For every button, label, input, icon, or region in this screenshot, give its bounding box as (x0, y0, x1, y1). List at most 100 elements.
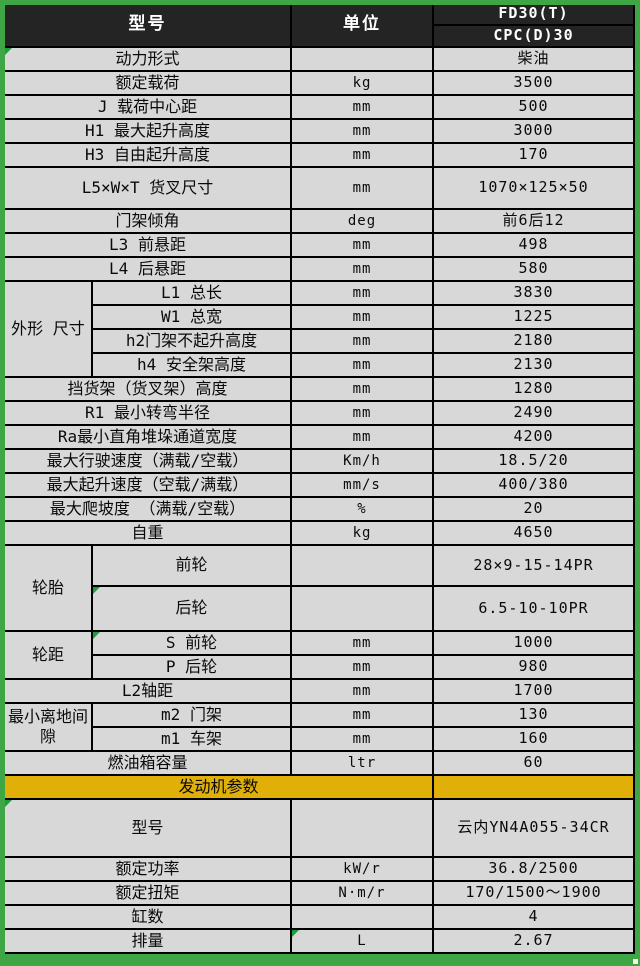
unit-cell[interactable] (290, 798, 434, 858)
header-unit-cell[interactable]: 单位 (290, 2, 434, 48)
spec-label-cell[interactable]: H3 自由起升高度 (3, 142, 292, 168)
spec-label-cell[interactable]: L5×W×T 货叉尺寸 (3, 166, 292, 210)
spec-label-cell[interactable]: 额定功率 (3, 856, 292, 882)
unit-cell[interactable]: mm (290, 630, 434, 656)
value-cell[interactable]: 1225 (432, 304, 635, 330)
unit-cell[interactable] (290, 46, 434, 72)
value-cell[interactable]: 3000 (432, 118, 635, 144)
spec-label-cell[interactable]: m1 车架 (91, 726, 292, 752)
spec-label-cell[interactable]: P 后轮 (91, 654, 292, 680)
value-cell[interactable]: 498 (432, 232, 635, 258)
spec-label-cell[interactable]: 燃油箱容量 (3, 750, 292, 776)
value-cell[interactable]: 4650 (432, 520, 635, 546)
header-model-cell[interactable]: 型号 (3, 2, 292, 48)
unit-cell[interactable]: mm (290, 726, 434, 752)
unit-cell[interactable]: mm (290, 118, 434, 144)
spec-label-cell[interactable]: 动力形式 (3, 46, 292, 72)
unit-cell[interactable]: mm (290, 400, 434, 426)
unit-cell[interactable]: mm (290, 352, 434, 378)
unit-cell[interactable] (290, 544, 434, 587)
spec-label-cell[interactable]: 型号 (3, 798, 292, 858)
unit-cell[interactable]: N·m/r (290, 880, 434, 906)
unit-cell[interactable] (290, 904, 434, 930)
unit-cell[interactable]: mm (290, 142, 434, 168)
spec-label-cell[interactable]: 最大行驶速度（满载/空载） (3, 448, 292, 474)
unit-cell[interactable]: L (290, 928, 434, 954)
value-cell[interactable]: 2490 (432, 400, 635, 426)
value-cell[interactable]: 500 (432, 94, 635, 120)
fill-handle[interactable] (631, 957, 640, 966)
spec-label-cell[interactable]: L3 前悬距 (3, 232, 292, 258)
group-label-cell[interactable]: 轮距 (3, 630, 93, 680)
value-cell[interactable]: 2130 (432, 352, 635, 378)
unit-cell[interactable]: mm (290, 232, 434, 258)
spec-label-cell[interactable]: 自重 (3, 520, 292, 546)
spec-label-cell[interactable]: 缸数 (3, 904, 292, 930)
group-label-cell[interactable]: 轮胎 (3, 544, 93, 632)
unit-cell[interactable]: mm (290, 654, 434, 680)
spec-label-cell[interactable]: H1 最大起升高度 (3, 118, 292, 144)
engine-section-title-cell[interactable]: 发动机参数 (3, 774, 434, 800)
value-cell[interactable]: 980 (432, 654, 635, 680)
header-variant-top-cell[interactable]: FD30(T) (432, 2, 635, 26)
unit-cell[interactable]: mm (290, 94, 434, 120)
spec-label-cell[interactable]: 额定载荷 (3, 70, 292, 96)
value-cell[interactable]: 柴油 (432, 46, 635, 72)
spec-label-cell[interactable]: 后轮 (91, 585, 292, 632)
unit-cell[interactable]: % (290, 496, 434, 522)
value-cell[interactable]: 3500 (432, 70, 635, 96)
value-cell[interactable]: 60 (432, 750, 635, 776)
value-cell[interactable]: 28×9-15-14PR (432, 544, 635, 587)
unit-cell[interactable]: mm (290, 280, 434, 306)
group-label-cell[interactable]: 最小离地间隙 (3, 702, 93, 752)
spec-label-cell[interactable]: 门架倾角 (3, 208, 292, 234)
spec-label-cell[interactable]: 最大起升速度（空载/满载） (3, 472, 292, 498)
unit-cell[interactable]: mm (290, 328, 434, 354)
value-cell[interactable]: 580 (432, 256, 635, 282)
value-cell[interactable]: 2.67 (432, 928, 635, 954)
unit-cell[interactable]: mm/s (290, 472, 434, 498)
unit-cell[interactable]: mm (290, 256, 434, 282)
spec-label-cell[interactable]: 挡货架（货叉架）高度 (3, 376, 292, 402)
value-cell[interactable]: 前6后12 (432, 208, 635, 234)
value-cell[interactable]: 130 (432, 702, 635, 728)
unit-cell[interactable]: deg (290, 208, 434, 234)
spec-label-cell[interactable]: Ra最小直角堆垛通道宽度 (3, 424, 292, 450)
value-cell[interactable]: 3830 (432, 280, 635, 306)
unit-cell[interactable]: mm (290, 376, 434, 402)
unit-cell[interactable]: kW/r (290, 856, 434, 882)
spec-label-cell[interactable]: L1 总长 (91, 280, 292, 306)
unit-cell[interactable]: mm (290, 166, 434, 210)
value-cell[interactable]: 160 (432, 726, 635, 752)
unit-cell[interactable]: ltr (290, 750, 434, 776)
value-cell[interactable]: 1000 (432, 630, 635, 656)
value-cell[interactable]: 6.5-10-10PR (432, 585, 635, 632)
unit-cell[interactable]: mm (290, 304, 434, 330)
value-cell[interactable]: 170 (432, 142, 635, 168)
spec-label-cell[interactable]: 最大爬坡度 （满载/空载） (3, 496, 292, 522)
header-variant-bottom-cell[interactable]: CPC(D)30 (432, 24, 635, 48)
spec-label-cell[interactable]: J 载荷中心距 (3, 94, 292, 120)
value-cell[interactable]: 36.8/2500 (432, 856, 635, 882)
value-cell[interactable]: 4 (432, 904, 635, 930)
unit-cell[interactable]: mm (290, 702, 434, 728)
value-cell[interactable]: 1280 (432, 376, 635, 402)
unit-cell[interactable]: mm (290, 678, 434, 704)
unit-cell[interactable]: kg (290, 520, 434, 546)
spec-label-cell[interactable]: 额定扭矩 (3, 880, 292, 906)
value-cell[interactable]: 4200 (432, 424, 635, 450)
unit-cell[interactable] (290, 585, 434, 632)
group-label-cell[interactable]: 外形 尺寸 (3, 280, 93, 378)
value-cell[interactable]: 1070×125×50 (432, 166, 635, 210)
value-cell[interactable]: 20 (432, 496, 635, 522)
engine-section-empty-cell[interactable] (432, 774, 635, 800)
spec-label-cell[interactable]: h4 安全架高度 (91, 352, 292, 378)
spec-label-cell[interactable]: W1 总宽 (91, 304, 292, 330)
spec-label-cell[interactable]: S 前轮 (91, 630, 292, 656)
spec-label-cell[interactable]: L2轴距 (3, 678, 292, 704)
value-cell[interactable]: 170/1500～1900 (432, 880, 635, 906)
spec-label-cell[interactable]: h2门架不起升高度 (91, 328, 292, 354)
unit-cell[interactable]: Km/h (290, 448, 434, 474)
spec-label-cell[interactable]: m2 门架 (91, 702, 292, 728)
spec-label-cell[interactable]: 排量 (3, 928, 292, 954)
